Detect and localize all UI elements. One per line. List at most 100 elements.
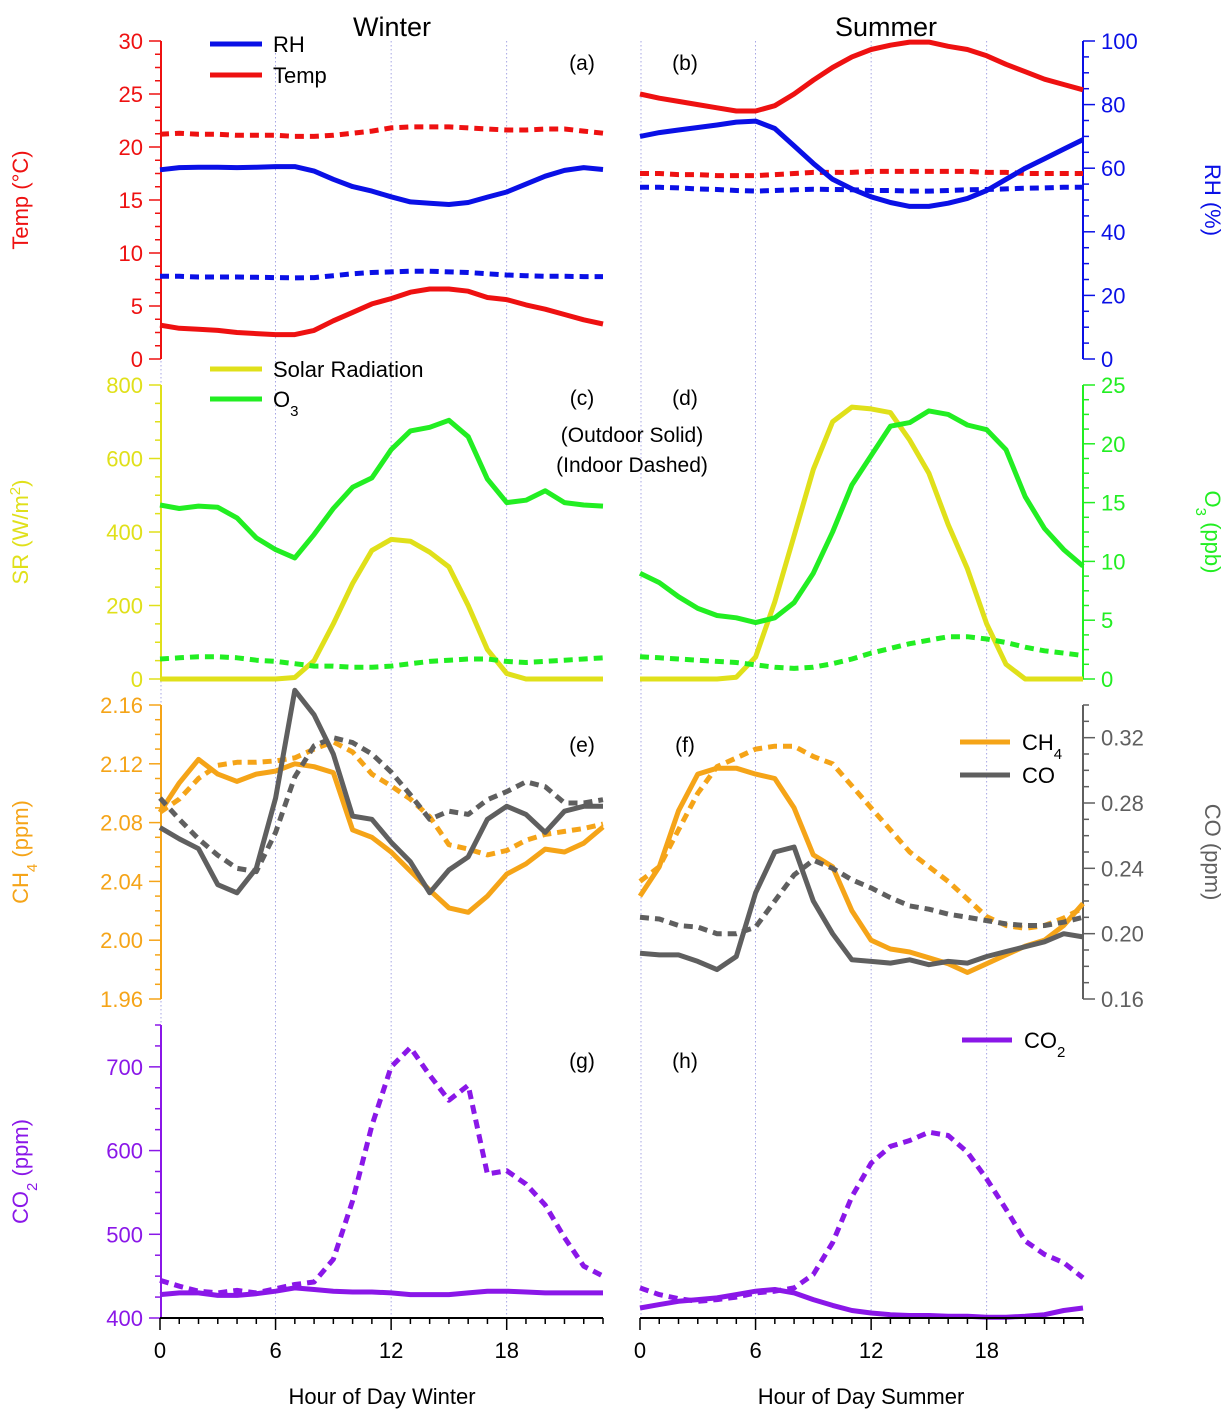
note-indoor-dashed: (Indoor Dashed) <box>556 454 708 477</box>
series-winter-indoor <box>159 1045 605 1296</box>
panel-co2: 400 500 600 700 CO2 (ppm) <box>8 1024 1085 1331</box>
left-axis-tick-label: 600 <box>106 1139 143 1164</box>
panel-temp-rh: 0 5 10 15 20 25 30 Temp (°C) 0 20 40 60 80 100 RH (%) <box>8 29 1225 372</box>
x-axis-tick-label: 6 <box>749 1338 761 1363</box>
series-summer-outdoor <box>639 844 1084 973</box>
panel-ch4-co: 1.96 2.00 2.04 2.08 2.12 2.16 CH4 (ppm) 0.16 0.2… <box>8 687 1225 1012</box>
legend-label-rh: RH <box>273 32 305 57</box>
left-axis-tick-label: 200 <box>106 594 143 619</box>
left-axis-tick-label: 400 <box>106 1306 143 1331</box>
panel-label-d: (d) <box>672 387 698 410</box>
series-winter-indoor <box>160 268 603 281</box>
series-winter-indoor <box>158 735 604 875</box>
left-axis-tick-label: 5 <box>131 294 143 319</box>
right-axis-tick-label: 0.32 <box>1101 726 1144 751</box>
left-axis-tick-label: 2.00 <box>100 928 143 953</box>
left-axis-title: CO2 (ppm) <box>8 1119 41 1224</box>
legend-label-co2: CO2 <box>1024 1028 1065 1061</box>
right-axis-tick-label: 5 <box>1101 608 1113 633</box>
left-axis-tick-label: 400 <box>106 520 143 545</box>
left-axis-tick-label: 2.08 <box>100 811 143 836</box>
right-axis-tick-label: 25 <box>1101 373 1125 398</box>
series-winter-outdoor <box>159 417 604 561</box>
left-axis-title: SR (W/m2) <box>7 480 34 585</box>
right-axis-tick-label: 20 <box>1101 432 1125 457</box>
series-winter-outdoor <box>159 164 604 207</box>
series-winter-outdoor <box>159 286 604 338</box>
series-summer-indoor <box>639 1129 1085 1304</box>
right-axis-tick-label: 100 <box>1101 29 1138 54</box>
legend-ch4-co: CH4 CO <box>960 730 1062 788</box>
series-winter-outdoor <box>159 1285 603 1298</box>
right-axis-tick-label: 10 <box>1101 549 1125 574</box>
series-winter-indoor <box>159 654 604 670</box>
series-summer-outdoor <box>639 39 1084 114</box>
x-axis-tick-label: 12 <box>379 1338 403 1363</box>
left-axis-tick-label: 500 <box>106 1222 143 1247</box>
left-axis-tick-label: 25 <box>119 82 143 107</box>
right-axis-tick-label: 0.20 <box>1101 922 1144 947</box>
xlabel-winter: Hour of Day Winter <box>288 1384 475 1409</box>
x-axis-tick-label: 0 <box>634 1338 646 1363</box>
legend-temp-rh: RH Temp <box>210 32 327 88</box>
right-axis-tick-label: 15 <box>1101 491 1125 516</box>
right-axis-title: CO (ppm) <box>1200 804 1225 901</box>
legend-label-temp: Temp <box>273 63 327 88</box>
panel-label-b: (b) <box>672 52 698 75</box>
note-outdoor-solid: (Outdoor Solid) <box>561 424 703 447</box>
legend-label-o3: O3 <box>273 387 298 420</box>
series-winter-outdoor <box>157 756 605 915</box>
right-axis-title: O3 (ppb) <box>1193 491 1225 574</box>
series-winter-indoor <box>159 124 604 139</box>
panel-label-a: (a) <box>569 52 595 75</box>
right-axis-tick-label: 0 <box>1101 347 1113 372</box>
x-axis-tick-label: 18 <box>974 1338 998 1363</box>
left-axis-tick-label: 600 <box>106 447 143 472</box>
legend-sr-o3: Solar Radiation O3 <box>210 357 423 420</box>
legend-label-ch4: CH4 <box>1022 730 1062 763</box>
title-summer: Summer <box>835 12 937 42</box>
xlabel-summer: Hour of Day Summer <box>758 1384 965 1409</box>
series-winter-outdoor <box>160 536 603 682</box>
right-axis-tick-label: 60 <box>1101 156 1125 181</box>
left-axis-tick-label: 1.96 <box>100 987 143 1012</box>
series-winter-indoor <box>158 739 604 858</box>
x-axis-tick-label: 6 <box>269 1338 281 1363</box>
panel-label-c: (c) <box>570 387 595 410</box>
series-summer-indoor <box>638 743 1085 931</box>
series-summer-outdoor <box>639 1287 1084 1320</box>
right-axis-tick-label: 0 <box>1101 667 1113 692</box>
series-summer-outdoor <box>638 408 1085 626</box>
panel-label-h: (h) <box>672 1050 698 1073</box>
panel-label-e: (e) <box>569 734 595 757</box>
left-axis-tick-label: 800 <box>106 373 143 398</box>
left-axis-tick-label: 2.12 <box>100 752 143 777</box>
left-axis-tick-label: 15 <box>119 188 143 213</box>
legend-label-co: CO <box>1022 763 1055 788</box>
right-axis-tick-label: 40 <box>1101 220 1125 245</box>
left-axis-tick-label: 700 <box>106 1055 143 1080</box>
series-summer-indoor <box>639 857 1084 937</box>
left-axis-tick-label: 10 <box>119 241 143 266</box>
left-axis-title: CH4 (ppm) <box>8 800 41 904</box>
right-axis-tick-label: 0.28 <box>1101 791 1144 816</box>
right-axis-tick-label: 0.16 <box>1101 987 1144 1012</box>
series-summer-indoor <box>639 634 1084 671</box>
left-axis-tick-label: 30 <box>119 29 143 54</box>
legend-label-sr: Solar Radiation <box>273 357 423 382</box>
right-axis-tick-label: 20 <box>1101 283 1125 308</box>
right-axis-title: RH (%) <box>1200 164 1225 236</box>
right-axis-tick-label: 0.24 <box>1101 856 1144 881</box>
left-axis-tick-label: 0 <box>131 347 143 372</box>
panel-label-f: (f) <box>675 734 695 757</box>
left-axis-tick-label: 2.04 <box>100 869 143 894</box>
x-axes: 0 6 12 18 0 6 12 18 <box>154 1317 1084 1363</box>
legend-co2: CO2 <box>962 1028 1065 1061</box>
title-winter: Winter <box>353 12 431 42</box>
series-summer-outdoor <box>640 404 1083 682</box>
left-axis-tick-label: 0 <box>131 667 143 692</box>
panel-sr-o3: 0 200 400 600 800 SR (W/m2) 0 5 10 15 20 25 O3 (ppb) <box>7 373 1225 692</box>
x-axis-tick-label: 12 <box>859 1338 883 1363</box>
series-summer-outdoor <box>639 118 1085 209</box>
